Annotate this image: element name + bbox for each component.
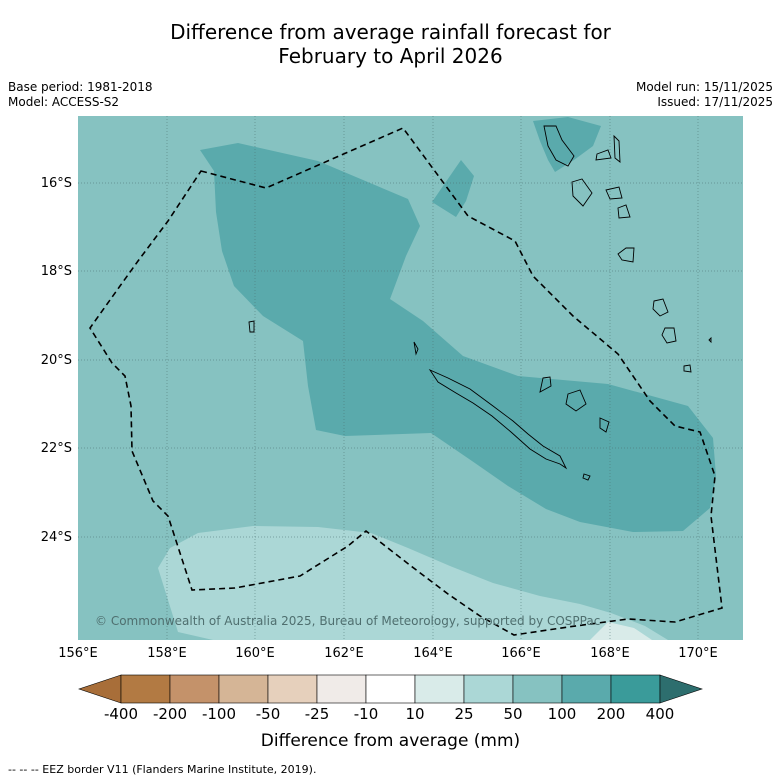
colorbar-segment — [414, 674, 465, 704]
colorbar-segment — [463, 674, 514, 704]
colorbar-segment — [365, 674, 416, 704]
colorbar-tick-label: -100 — [201, 705, 237, 723]
map-gridlines — [78, 116, 743, 640]
colorbar-segment — [316, 674, 367, 704]
meta-left: Base period: 1981-2018 Model: ACCESS-S2 — [8, 80, 153, 110]
vanuatu-espiritu-santo — [543, 125, 575, 167]
model-name: Model: ACCESS-S2 — [8, 95, 120, 109]
base-period: Base period: 1981-2018 — [8, 80, 153, 94]
chart-title: Difference from average rainfall forecas… — [0, 20, 781, 68]
colorbar-segment — [218, 674, 269, 704]
lat-label-16s: 16°S — [40, 176, 72, 191]
colorbar-segment — [610, 674, 661, 704]
lon-label-164e: 164°E — [413, 646, 453, 661]
colorbar-segment — [267, 674, 318, 704]
legend-title: Difference from average (mm) — [260, 731, 521, 751]
colorbar-tick-label: 200 — [596, 705, 626, 723]
colorbar-right-extend — [659, 674, 703, 704]
colorbar-tick-label: 50 — [503, 705, 523, 723]
colorbar-segment — [512, 674, 563, 704]
colorbar-segment — [561, 674, 612, 704]
lat-label-22s: 22°S — [40, 441, 72, 456]
lon-label-162e: 162°E — [324, 646, 364, 661]
wetter-region — [200, 143, 716, 532]
lon-label-168e: 168°E — [590, 646, 630, 661]
copyright-notice: © Commonwealth of Australia 2025, Bureau… — [95, 614, 601, 628]
title-line-2: February to April 2026 — [278, 44, 503, 68]
lon-label-160e: 160°E — [235, 646, 275, 661]
colorbar-segment — [169, 674, 220, 704]
lon-label-156e: 156°E — [58, 646, 98, 661]
lon-label-166e: 166°E — [501, 646, 541, 661]
lat-label-20s: 20°S — [40, 353, 72, 368]
colorbar-tick-label: 10 — [405, 705, 425, 723]
new-caledonia-island — [428, 368, 568, 470]
model-run: Model run: 15/11/2025 — [635, 80, 773, 94]
eez-border — [89, 127, 723, 636]
meta-right: Model run: 15/11/2025 Issued: 17/11/2025 — [636, 80, 773, 110]
title-line-1: Difference from average rainfall forecas… — [170, 20, 611, 44]
lon-label-170e: 170°E — [678, 646, 718, 661]
wetter-region-vanuatu — [533, 117, 601, 172]
eez-footnote: -- -- -- EEZ border V11 (Flanders Marine… — [8, 763, 317, 776]
colorbar-tick-label: 100 — [547, 705, 577, 723]
forecast-map — [78, 116, 743, 640]
colorbar-left-extend — [78, 674, 122, 704]
lat-label-18s: 18°S — [40, 264, 72, 279]
colorbar-tick-label: 25 — [454, 705, 474, 723]
lat-label-24s: 24°S — [40, 530, 72, 545]
issued-date: Issued: 17/11/2025 — [657, 95, 773, 109]
lon-label-158e: 158°E — [147, 646, 187, 661]
colorbar-tick-label: -200 — [152, 705, 188, 723]
colorbar-tick-label: -50 — [255, 705, 281, 723]
colorbar-tick-label: 400 — [645, 705, 675, 723]
wetter-region-north — [432, 160, 474, 217]
coastlines — [248, 125, 712, 481]
colorbar-tick-label: -10 — [353, 705, 379, 723]
colorbar-segment — [120, 674, 171, 704]
colorbar-tick-label: -25 — [304, 705, 330, 723]
near-average-region — [158, 526, 668, 640]
drier-tip — [590, 622, 652, 640]
colorbar-tick-label: -400 — [103, 705, 139, 723]
